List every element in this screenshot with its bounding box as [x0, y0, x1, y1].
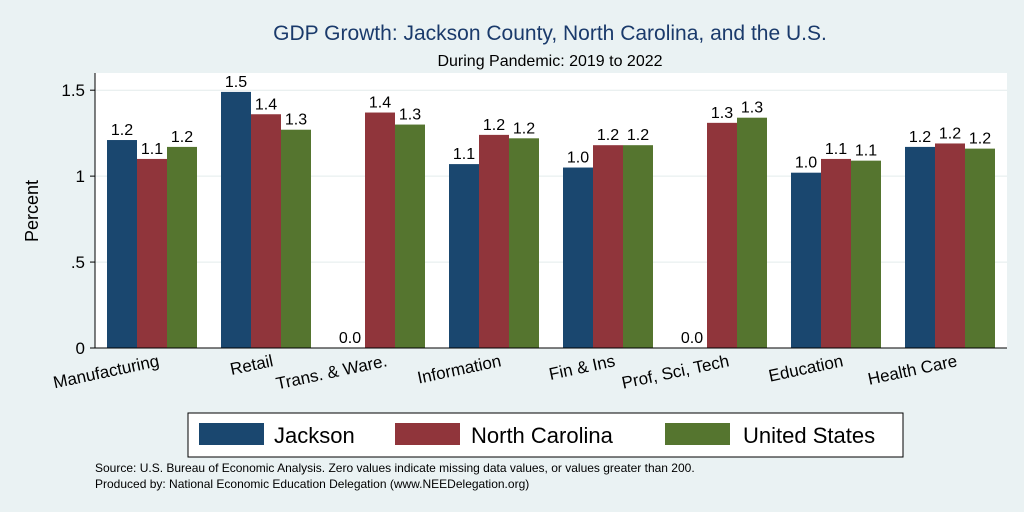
y-tick-label: 1.5	[61, 81, 85, 100]
bar-jackson	[905, 146, 935, 348]
data-label-north-carolina: 1.1	[141, 141, 163, 158]
bar-north-carolina	[821, 158, 851, 348]
bar-united-states	[167, 146, 197, 348]
legend-label-jackson: Jackson	[274, 423, 355, 448]
data-label-north-carolina: 1.1	[825, 141, 847, 158]
bar-jackson	[791, 172, 821, 348]
y-axis: 0 .5 1 1.5	[61, 73, 96, 358]
bar-united-states	[623, 145, 653, 348]
data-label-jackson: 1.2	[111, 122, 133, 139]
bar-jackson	[221, 91, 251, 348]
data-label-jackson: 1.0	[567, 150, 589, 167]
bar-north-carolina	[479, 134, 509, 348]
data-label-united-states: 1.3	[399, 107, 421, 124]
bar-north-carolina	[365, 112, 395, 348]
bar-united-states	[965, 148, 995, 348]
bar-north-carolina	[593, 145, 623, 348]
legend-swatch-jackson	[199, 423, 264, 445]
data-label-united-states: 1.2	[969, 131, 991, 148]
data-label-united-states: 1.2	[627, 127, 649, 144]
data-labels-group: 1.2 1.1 1.2 1.5 1.4 1.3 0.0 1.4 1.3 1.1 1.2 1.2 1.0 1…	[111, 74, 991, 347]
data-label-north-carolina: 1.2	[939, 125, 961, 142]
data-label-united-states: 1.3	[741, 100, 763, 117]
bar-united-states	[395, 124, 425, 348]
y-tick-label: .5	[71, 253, 85, 272]
y-axis-label: Percent	[22, 180, 42, 242]
data-label-jackson: 0.0	[681, 330, 703, 347]
data-label-united-states: 1.1	[855, 143, 877, 160]
bars-group	[107, 91, 995, 348]
bar-north-carolina	[935, 143, 965, 348]
data-label-jackson: 1.2	[909, 129, 931, 146]
bar-north-carolina	[251, 114, 281, 348]
bar-jackson	[449, 164, 479, 348]
bar-jackson	[107, 140, 137, 348]
data-label-united-states: 1.3	[285, 112, 307, 129]
produced-note: Produced by: National Economic Education…	[95, 477, 529, 491]
data-label-north-carolina: 1.2	[483, 117, 505, 134]
source-note: Source: U.S. Bureau of Economic Analysis…	[95, 461, 695, 475]
legend-swatch-north-carolina	[395, 423, 460, 445]
legend: Jackson North Carolina United States	[187, 412, 904, 458]
bar-united-states	[281, 129, 311, 348]
data-label-north-carolina: 1.4	[369, 95, 391, 112]
bar-north-carolina	[137, 158, 167, 348]
bar-united-states	[737, 117, 767, 348]
legend-label-north-carolina: North Carolina	[471, 423, 614, 448]
data-label-jackson: 0.0	[339, 330, 361, 347]
y-tick-label: 1	[76, 167, 85, 186]
legend-label-united-states: United States	[743, 423, 875, 448]
bar-north-carolina	[707, 122, 737, 348]
legend-box	[187, 412, 904, 458]
data-label-jackson: 1.0	[795, 155, 817, 172]
data-label-united-states: 1.2	[171, 129, 193, 146]
data-label-north-carolina: 1.4	[255, 96, 277, 113]
chart-subtitle: During Pandemic: 2019 to 2022	[437, 53, 662, 70]
bar-united-states	[509, 138, 539, 348]
data-label-north-carolina: 1.2	[597, 127, 619, 144]
bar-united-states	[851, 160, 881, 348]
data-label-north-carolina: 1.3	[711, 105, 733, 122]
data-label-jackson: 1.5	[225, 74, 247, 91]
bar-jackson	[563, 167, 593, 348]
y-tick-label: 0	[76, 339, 85, 358]
data-label-united-states: 1.2	[513, 120, 535, 137]
data-label-jackson: 1.1	[453, 146, 475, 163]
chart-title: GDP Growth: Jackson County, North Caroli…	[273, 22, 827, 45]
legend-swatch-united-states	[665, 423, 730, 445]
